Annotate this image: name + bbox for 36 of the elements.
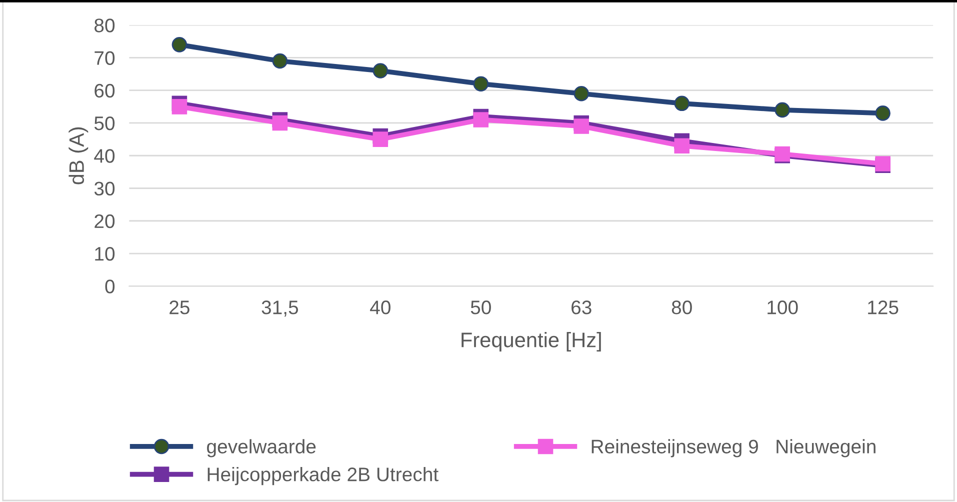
x-tick-label: 80 xyxy=(672,300,692,314)
y-tick-label: 40 xyxy=(94,149,115,163)
y-tick-label: 20 xyxy=(94,214,115,228)
point xyxy=(473,112,489,128)
legend-label: Heijcopperkade 2B Utrecht xyxy=(208,467,438,486)
point xyxy=(272,115,288,131)
x-axis-title: Frequentie [Hz] xyxy=(462,332,601,352)
point xyxy=(875,106,890,121)
point xyxy=(272,53,288,69)
y-tick-label: 0 xyxy=(105,280,115,294)
point xyxy=(774,102,790,118)
point xyxy=(674,138,690,154)
x-tick-label: 63 xyxy=(572,300,592,314)
point xyxy=(674,96,690,112)
y-tick-label: 60 xyxy=(94,84,115,98)
y-tick-label: 80 xyxy=(94,18,115,32)
x-tick-label: 125 xyxy=(868,300,898,314)
point xyxy=(372,63,388,78)
point xyxy=(172,99,188,114)
point xyxy=(574,118,590,134)
y-tick-label: 10 xyxy=(95,246,115,261)
x-tick-label: 31,5 xyxy=(262,300,298,317)
y-tick-label: 70 xyxy=(94,51,115,65)
point xyxy=(473,76,489,92)
legend-label: gevelwaarde xyxy=(207,439,316,458)
point xyxy=(574,86,590,102)
point xyxy=(172,37,188,52)
legend-label: Reinesteijnseweg 9 Nieuwegein xyxy=(592,439,876,458)
x-tick-label: 50 xyxy=(470,300,491,314)
point xyxy=(372,132,388,147)
x-tick-label: 40 xyxy=(370,300,390,314)
y-axis-title: dB (A) xyxy=(68,127,88,184)
y-tick-label: 50 xyxy=(94,116,115,130)
x-tick-label: 25 xyxy=(170,300,190,314)
x-tick-label: 100 xyxy=(768,300,798,314)
y-tick-label: 30 xyxy=(94,182,115,196)
